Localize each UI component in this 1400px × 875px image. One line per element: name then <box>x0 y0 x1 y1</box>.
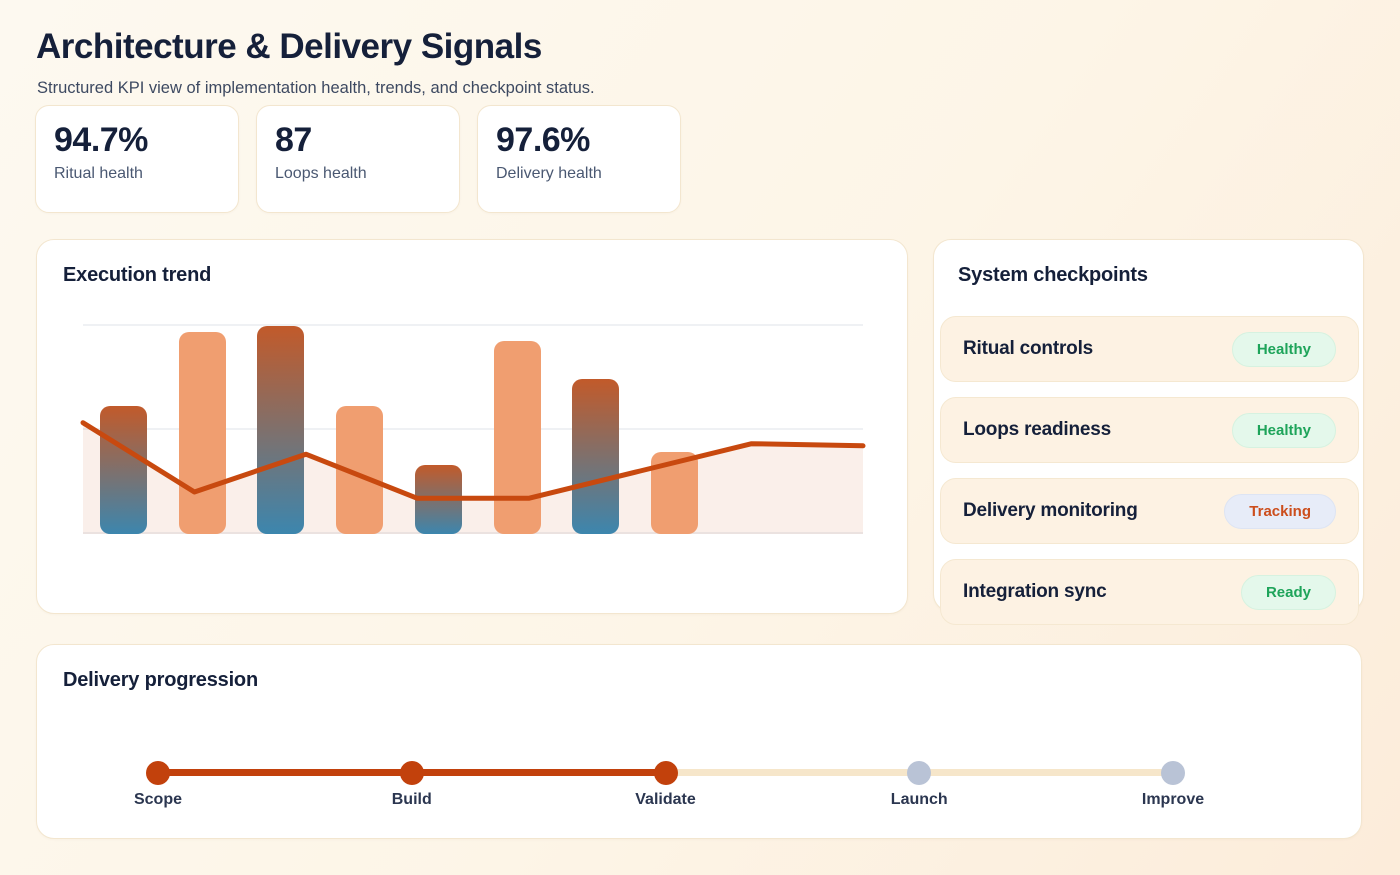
chart-plot <box>80 324 866 534</box>
status-badge: Healthy <box>1231 412 1336 448</box>
checkpoint-list: Ritual controls Healthy Loops readiness Hea… <box>940 316 1359 625</box>
step-dot-scope[interactable] <box>146 760 170 785</box>
checkpoint-label: Loops readiness <box>963 419 1111 440</box>
step-label: Improve <box>1141 791 1205 808</box>
checkpoint-row-ritual-controls[interactable]: Ritual controls Healthy <box>940 316 1359 382</box>
chart-bar-6 <box>493 340 541 534</box>
chart-title: Execution trend <box>63 264 212 286</box>
step-dot-build[interactable] <box>399 760 424 785</box>
gridline-middle <box>83 428 863 430</box>
checkpoints-card: System checkpoints Ritual controls Health… <box>933 239 1364 625</box>
progression-title: Delivery progression <box>63 669 258 691</box>
step-dot-improve[interactable] <box>1161 760 1185 785</box>
kpi-value: 87 <box>275 121 312 159</box>
step-label: Validate <box>635 791 696 808</box>
step-label: Build <box>391 791 432 808</box>
status-badge: Healthy <box>1231 331 1336 367</box>
kpi-card-delivery-health: 97.6% Delivery health <box>477 105 681 213</box>
checkpoint-row-loops-readiness[interactable]: Loops readiness Healthy <box>940 397 1359 463</box>
kpi-row: 94.7% Ritual health 87 Loops health 97.6% Del… <box>35 105 681 213</box>
kpi-card-ritual-health: 94.7% Ritual health <box>35 105 239 213</box>
kpi-card-loops-health: 87 Loops health <box>256 105 460 213</box>
kpi-label: Delivery health <box>496 165 602 182</box>
execution-trend-card: Execution trend <box>36 239 908 614</box>
step-label: Scope <box>133 791 182 808</box>
page-subtitle: Structured KPI view of implementation he… <box>37 79 595 97</box>
page-title: Architecture & Delivery Signals <box>36 27 542 66</box>
chart-bar-3 <box>257 326 305 534</box>
chart-bar-1 <box>100 405 147 534</box>
gridline-top <box>83 324 863 326</box>
checkpoint-label: Delivery monitoring <box>963 500 1138 521</box>
status-badge: Tracking <box>1224 493 1336 529</box>
checkpoint-row-delivery-monitoring[interactable]: Delivery monitoring Tracking <box>940 478 1359 544</box>
chart-bar-2 <box>178 332 226 534</box>
step-dot-validate[interactable] <box>653 760 678 785</box>
checkpoint-row-integration-sync[interactable]: Integration sync Ready <box>940 559 1359 625</box>
kpi-value: 97.6% <box>496 121 590 159</box>
step-label: Launch <box>890 791 948 808</box>
chart-bar-7 <box>572 378 620 534</box>
checkpoint-label: Ritual controls <box>963 338 1094 359</box>
kpi-value: 94.7% <box>54 121 148 159</box>
progression-card: Delivery progression Scope Build Validate L… <box>36 644 1362 839</box>
status-badge: Ready <box>1240 574 1336 610</box>
gridline-baseline <box>83 532 863 534</box>
kpi-label: Ritual health <box>54 165 143 182</box>
checkpoint-label: Integration sync <box>963 581 1107 602</box>
checkpoints-title: System checkpoints <box>958 264 1148 286</box>
step-dot-launch[interactable] <box>907 760 932 785</box>
kpi-label: Loops health <box>275 165 367 182</box>
trend-line <box>80 420 866 501</box>
